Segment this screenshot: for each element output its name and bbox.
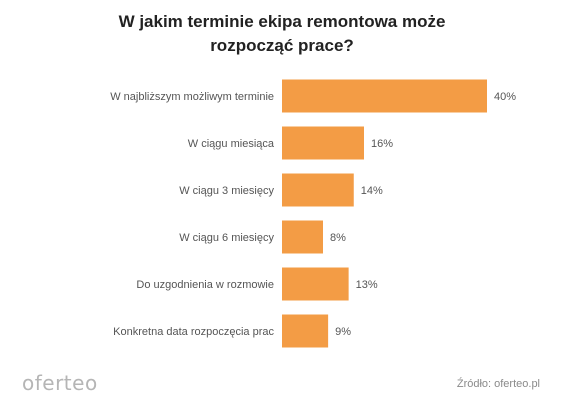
- category-label-2: W ciągu 3 miesięcy: [179, 185, 274, 197]
- chart-title: W jakim terminie ekipa remontowa może ro…: [0, 10, 564, 58]
- chart-title-line-1: W jakim terminie ekipa remontowa może: [118, 12, 446, 31]
- value-label-0: 40%: [494, 91, 516, 103]
- value-label-5: 9%: [335, 326, 351, 338]
- bar-1: [282, 126, 364, 160]
- oferteo-logo: oferteo: [22, 371, 98, 395]
- value-label-4: 13%: [356, 279, 378, 291]
- value-label-1: 16%: [371, 138, 393, 150]
- bar-0: [282, 79, 487, 113]
- value-label-3: 8%: [330, 232, 346, 244]
- bar-4: [282, 267, 349, 301]
- bar-2: [282, 173, 354, 207]
- chart-title-line-2: rozpocząć prace?: [210, 36, 354, 55]
- category-label-5: Konkretna data rozpoczęcia prac: [113, 326, 274, 338]
- category-label-4: Do uzgodnienia w rozmowie: [136, 279, 274, 291]
- category-label-0: W najbliższym możliwym terminie: [110, 91, 274, 103]
- bar-3: [282, 220, 323, 254]
- source-note: Źródło: oferteo.pl: [456, 378, 540, 390]
- category-label-3: W ciągu 6 miesięcy: [179, 232, 274, 244]
- value-label-2: 14%: [361, 185, 383, 197]
- bar-5: [282, 314, 329, 348]
- category-label-1: W ciągu miesiąca: [188, 138, 275, 150]
